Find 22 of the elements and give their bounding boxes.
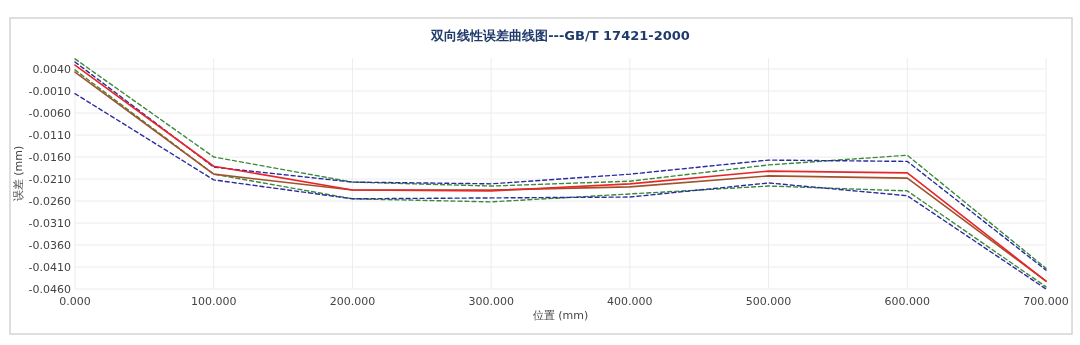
y-tick-label: -0.0110 — [28, 128, 71, 142]
y-tick-label: -0.0260 — [28, 194, 71, 208]
x-tick-label: 700.000 — [1023, 295, 1069, 308]
x-tick-label: 300.000 — [468, 295, 514, 308]
x-tick-label: 200.000 — [329, 295, 376, 308]
y-tick-label: -0.0460 — [28, 282, 71, 296]
y-axis-title: 误差 (mm) — [12, 145, 25, 202]
y-tick-label: 0.0040 — [32, 62, 71, 76]
y-tick-label: -0.0210 — [28, 172, 71, 186]
y-tick-label: -0.0060 — [28, 106, 71, 120]
x-tick-label: 100.000 — [190, 295, 237, 308]
y-tick-label: -0.0310 — [28, 216, 71, 230]
x-tick-label: 400.000 — [607, 295, 653, 308]
x-axis-title: 位置 (mm) — [532, 309, 589, 322]
chart-title: 双向线性误差曲线图---GB/T 17421-2000 — [430, 28, 690, 43]
y-tick-label: -0.0410 — [28, 260, 71, 274]
y-tick-label: -0.0010 — [28, 84, 71, 98]
y-tick-label: -0.0160 — [28, 150, 71, 164]
y-tick-label: -0.0360 — [28, 238, 71, 252]
x-tick-label: 0.000 — [59, 295, 91, 308]
x-tick-label: 600.000 — [884, 295, 931, 308]
x-tick-label: 500.000 — [745, 295, 792, 308]
